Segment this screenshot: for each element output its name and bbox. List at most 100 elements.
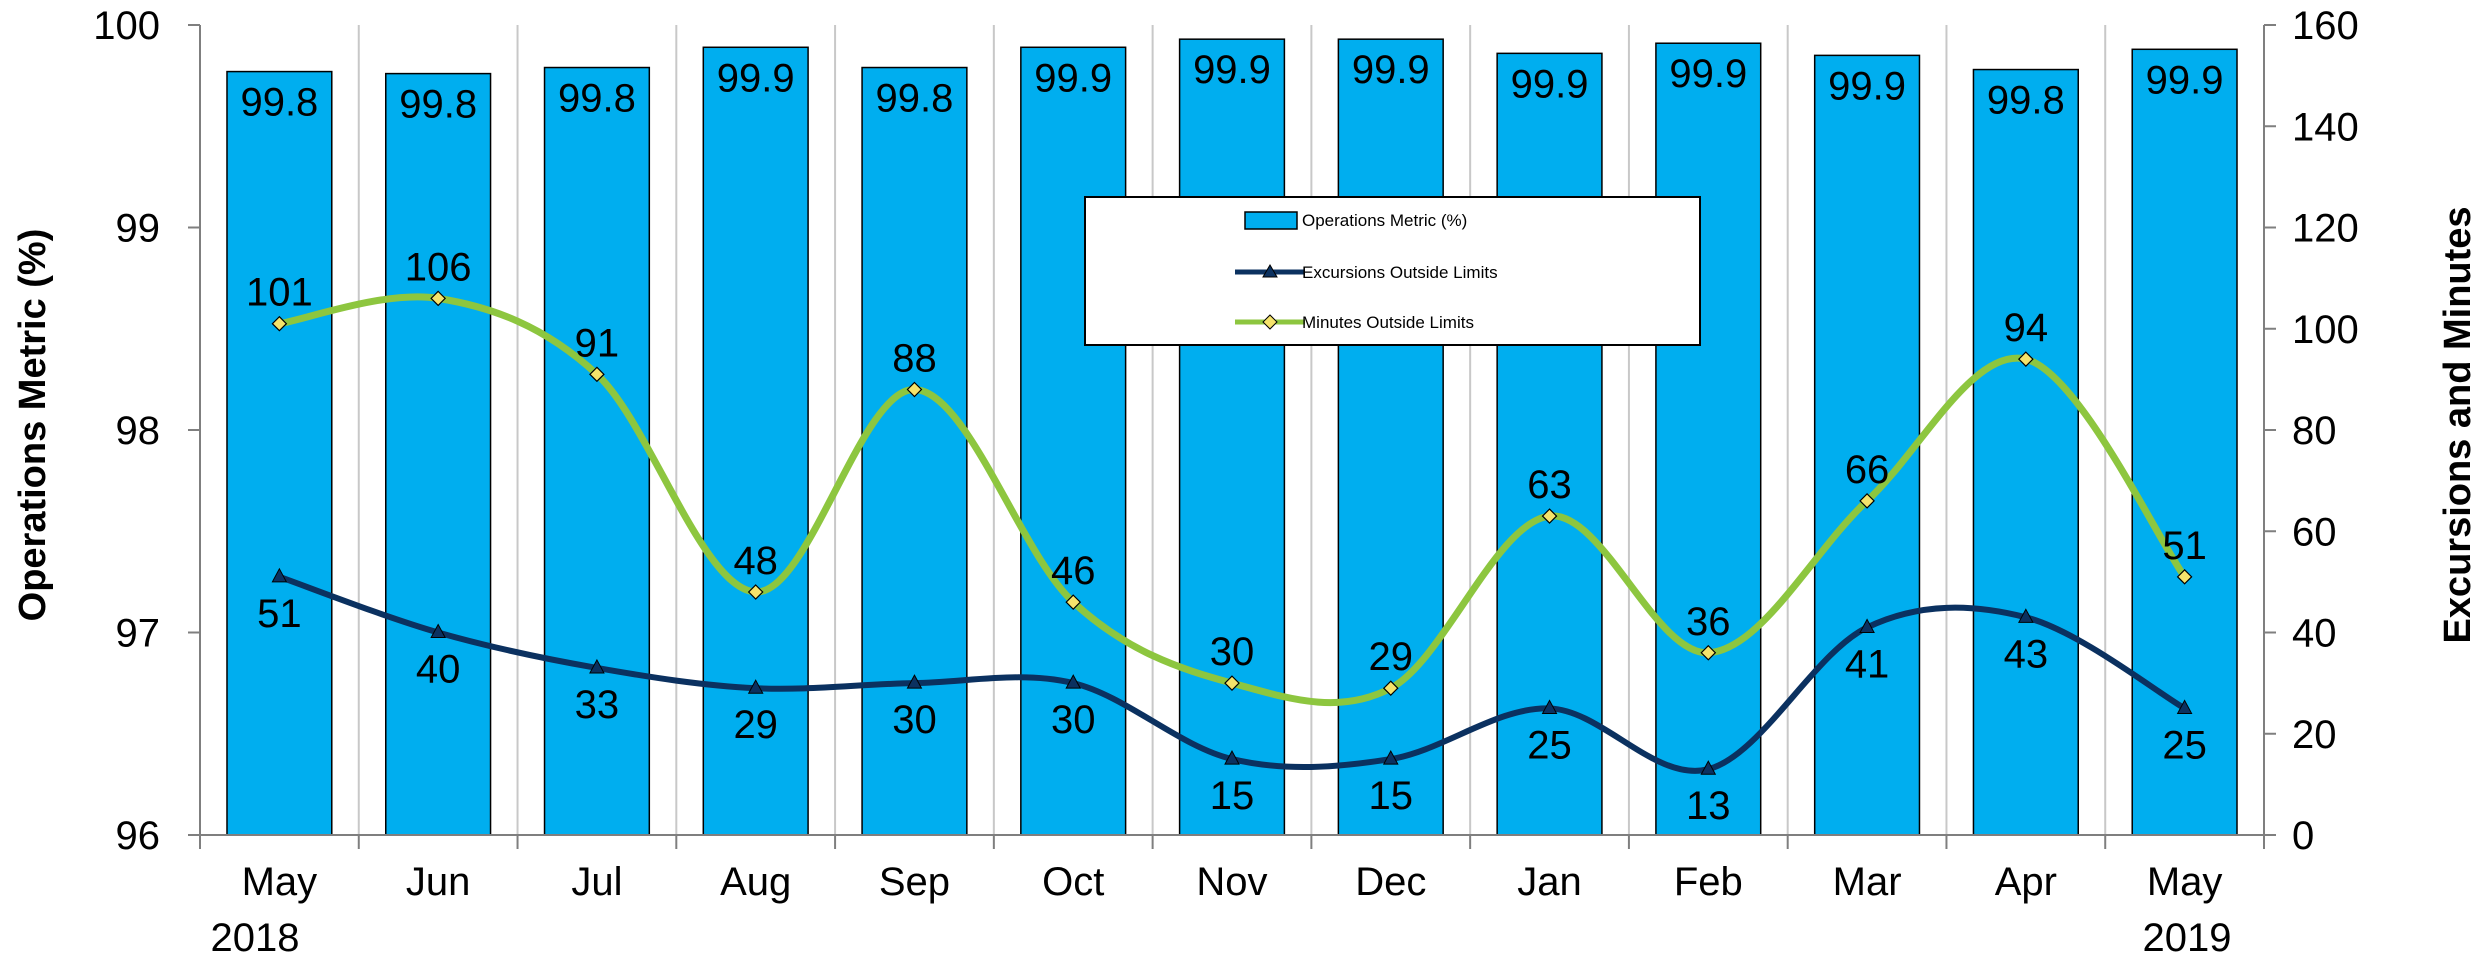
year-label-end: 2019 — [2143, 916, 2232, 959]
excursions-marker — [589, 658, 605, 674]
y2-tick-label: 80 — [2292, 409, 2337, 453]
y2-tick-label: 160 — [2292, 4, 2359, 48]
minutes-marker — [1541, 508, 1558, 524]
y2-tick-label: 120 — [2292, 207, 2359, 251]
year-label-start: 2018 — [211, 916, 300, 959]
excursions-marker — [906, 674, 923, 689]
y-tick-label: 97 — [116, 612, 161, 656]
bar-aug-3 — [702, 46, 809, 836]
excursions-value-label: 29 — [733, 703, 778, 747]
x-tick-label: Jul — [571, 860, 622, 904]
excursions-marker — [747, 679, 764, 694]
x-tick-label: Nov — [1196, 860, 1267, 904]
minutes-marker — [747, 584, 764, 600]
excursions-marker — [430, 623, 446, 638]
minutes-value-label: 48 — [733, 539, 778, 583]
x-tick-label: Jun — [406, 860, 471, 904]
excursions-value-label: 40 — [416, 648, 461, 692]
bar-value-label: 99.9 — [1034, 56, 1112, 100]
x-tick-label: Jan — [1517, 860, 1582, 904]
bar-feb-9 — [1655, 42, 1762, 836]
minutes-value-label: 88 — [892, 337, 937, 381]
y2-tick-label: 60 — [2292, 510, 2337, 554]
minutes-value-label: 91 — [575, 321, 620, 365]
minutes-marker — [1859, 493, 1875, 509]
excursions-value-label: 43 — [2004, 632, 2049, 676]
bar-sep-4 — [861, 66, 968, 836]
y2-tick-label: 20 — [2292, 713, 2337, 757]
minutes-value-label: 94 — [2004, 306, 2049, 350]
excursions-value-label: 30 — [892, 698, 937, 742]
minutes-value-label: 63 — [1527, 463, 1572, 507]
excursions-value-label: 51 — [257, 592, 302, 636]
bar-jun-1 — [385, 72, 492, 836]
excursions-marker — [1065, 674, 1082, 689]
excursions-marker — [271, 567, 288, 583]
x-tick-label: Oct — [1042, 860, 1104, 904]
minutes-marker — [2176, 568, 2193, 585]
minutes-value-label: 66 — [1845, 448, 1890, 492]
minutes-value-label: 106 — [405, 245, 472, 289]
excursions-marker — [1224, 750, 1240, 765]
excursions-marker — [2018, 608, 2034, 623]
minutes-value-label: 29 — [1369, 635, 1414, 679]
legend-marker-excursions — [1262, 264, 1278, 278]
x-tick-label: May — [242, 860, 318, 904]
excursions-marker — [1541, 699, 1558, 714]
bar-jul-2 — [543, 66, 651, 836]
axis-layer: 96 97 98 99 100 0 20 40 60 80 100 120 140 160 May Jun Ju… — [93, 4, 2359, 904]
excursions-value-label: 30 — [1051, 698, 1096, 742]
bar-may-12 — [2131, 48, 2238, 836]
excursions-value-label: 25 — [2162, 723, 2207, 767]
bar-value-label: 99.8 — [240, 81, 318, 125]
label-layer: 99.8 99.8 99.8 99.9 99.8 99.9 99.9 99.9 99.9 99.9… — [240, 48, 2223, 828]
y2-axis-title: Excursions and Minutes — [2437, 206, 2479, 643]
minutes-marker — [1382, 680, 1399, 697]
excursions-marker — [1859, 618, 1875, 633]
x-tick-label: Dec — [1355, 860, 1426, 904]
bar-dec-7 — [1337, 38, 1444, 836]
excursions-marker — [1382, 750, 1399, 765]
bar-value-label: 99.8 — [558, 77, 636, 121]
x-tick-label: Sep — [879, 860, 950, 904]
x-tick-label: Aug — [720, 860, 791, 904]
legend-label-minutes: Minutes Outside Limits — [1302, 313, 1474, 332]
excursions-value-label: 41 — [1845, 642, 1890, 686]
bar-value-label: 99.8 — [399, 83, 477, 127]
y-tick-label: 100 — [93, 4, 160, 48]
bar-nov-6 — [1178, 38, 1286, 836]
minutes-value-label: 101 — [246, 271, 313, 315]
bar-apr-11 — [1972, 68, 2079, 836]
bar-value-label: 99.9 — [1669, 52, 1747, 96]
y2-tick-label: 100 — [2292, 308, 2359, 352]
excursions-marker — [1700, 760, 1717, 775]
minutes-marker — [1224, 675, 1240, 691]
minutes-marker — [589, 366, 605, 383]
y-tick-label: 98 — [116, 409, 161, 453]
y2-tick-label: 140 — [2292, 105, 2359, 149]
legend-swatch-metric — [1244, 211, 1298, 230]
legend-box — [1084, 196, 1701, 346]
bar-may-0 — [226, 70, 333, 836]
legend: Operations Metric (%) Excursions Outside… — [1084, 196, 1701, 346]
bar-value-label: 99.9 — [1511, 62, 1589, 106]
y-tick-label: 96 — [116, 814, 161, 858]
minutes-value-label: 46 — [1051, 549, 1096, 593]
y-tick-label: 99 — [116, 207, 161, 251]
minutes-marker — [430, 290, 447, 307]
x-tick-label: Apr — [1995, 860, 2057, 904]
minutes-marker — [906, 381, 923, 398]
x-tick-label: Mar — [1833, 860, 1902, 904]
x-tick-label: Feb — [1674, 860, 1743, 904]
minutes-value-label: 51 — [2162, 524, 2207, 568]
y-axis-title: Operations Metric (%) — [12, 229, 54, 622]
legend-marker-minutes — [1262, 314, 1278, 330]
excursions-value-label: 25 — [1527, 723, 1572, 767]
excursions-value-label: 15 — [1210, 774, 1255, 818]
legend-label-metric: Operations Metric (%) — [1302, 211, 1467, 230]
x-tick-label: May — [2147, 860, 2223, 904]
line-layer — [271, 290, 2193, 775]
bar-value-label: 99.9 — [1193, 48, 1271, 92]
excursions-value-label: 13 — [1686, 784, 1731, 828]
